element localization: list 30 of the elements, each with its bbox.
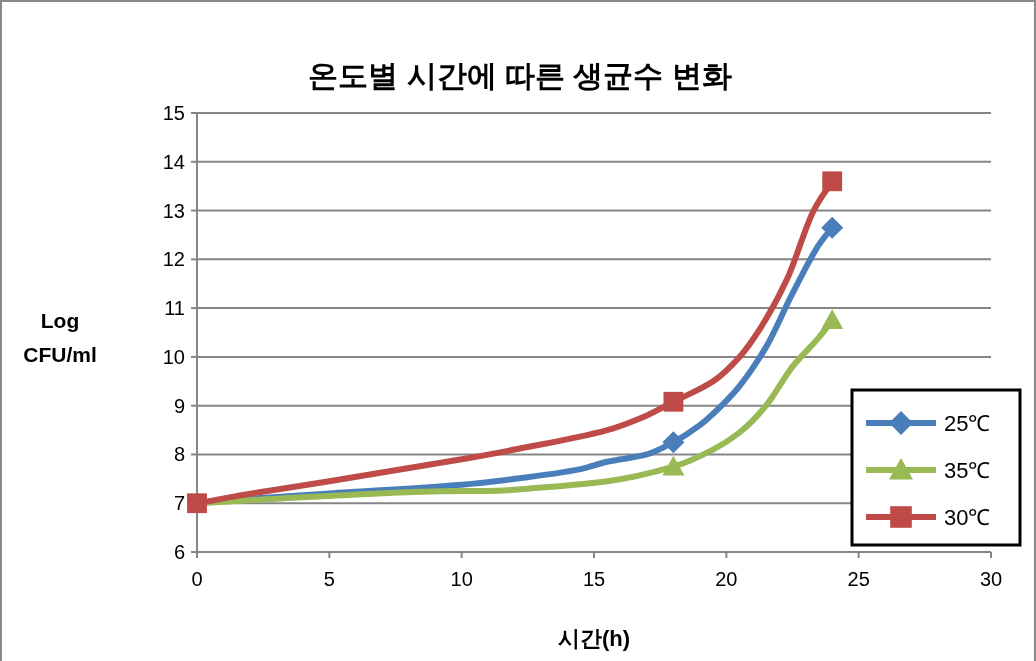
- x-tick-label: 30: [979, 568, 1003, 590]
- point: [663, 391, 684, 412]
- y-tick-label: 13: [162, 199, 185, 222]
- y-axis-title: Log CFU/ml: [23, 309, 97, 366]
- point: [662, 455, 685, 476]
- x-tick-label: 10: [450, 568, 473, 590]
- y-tick-label: 15: [162, 102, 185, 124]
- point: [821, 216, 844, 239]
- y-tick-label: 8: [173, 443, 185, 466]
- y-tick-label: 11: [164, 297, 185, 320]
- legend-label: 30℃: [944, 505, 991, 530]
- point: [187, 493, 207, 514]
- x-tick-label: 25: [847, 568, 870, 590]
- x-tick-label: 15: [582, 568, 606, 590]
- chart-title: 온도별 시간에 따른 생균수 변화: [308, 59, 732, 92]
- point: [822, 171, 843, 192]
- y-tick-label: 12: [162, 248, 185, 271]
- x-axis-title: 시간(h): [557, 626, 631, 651]
- x-tick-label: 0: [191, 568, 203, 590]
- y-tick-label: 9: [173, 394, 185, 417]
- y-tick-label: 6: [173, 541, 185, 563]
- legend-label: 35℃: [944, 458, 991, 483]
- point: [821, 309, 844, 330]
- point: [662, 431, 685, 454]
- y-tick-label: 7: [173, 492, 185, 515]
- x-tick-label: 20: [715, 568, 738, 590]
- y-tick-label: 14: [162, 150, 185, 173]
- x-tick-label: 5: [323, 568, 335, 590]
- y-tick-label: 10: [162, 345, 185, 368]
- legend-label: 25℃: [944, 411, 991, 436]
